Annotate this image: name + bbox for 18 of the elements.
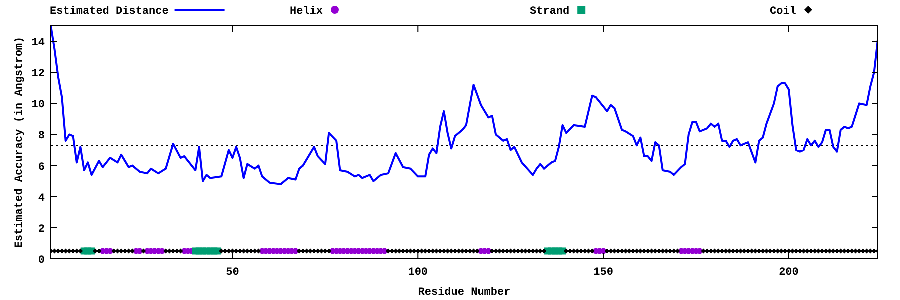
y-tick-label: 0 [38, 255, 45, 267]
legend-label: Strand [530, 6, 570, 18]
x-axis-title: Residue Number [418, 287, 511, 299]
legend-label: Coil [770, 6, 797, 18]
x-tick-label: 50 [226, 267, 240, 279]
y-tick-label: 6 [38, 162, 45, 174]
y-tick-label: 8 [38, 130, 46, 143]
x-tick-label: 100 [408, 267, 428, 279]
x-tick-label: 150 [594, 267, 614, 279]
y-axis-title: Estimated Accuracy (in Angstrom) [14, 36, 26, 248]
x-tick-label: 200 [779, 267, 799, 279]
y-tick-label: 14 [32, 38, 46, 50]
y-tick-label: 12 [32, 68, 45, 81]
y-tick-label: 10 [32, 100, 45, 112]
y-tick-label: 4 [38, 192, 46, 205]
y-tick-label: 2 [38, 224, 45, 236]
legend-label: Helix [290, 6, 324, 18]
legend-label: Estimated Distance [50, 6, 170, 18]
